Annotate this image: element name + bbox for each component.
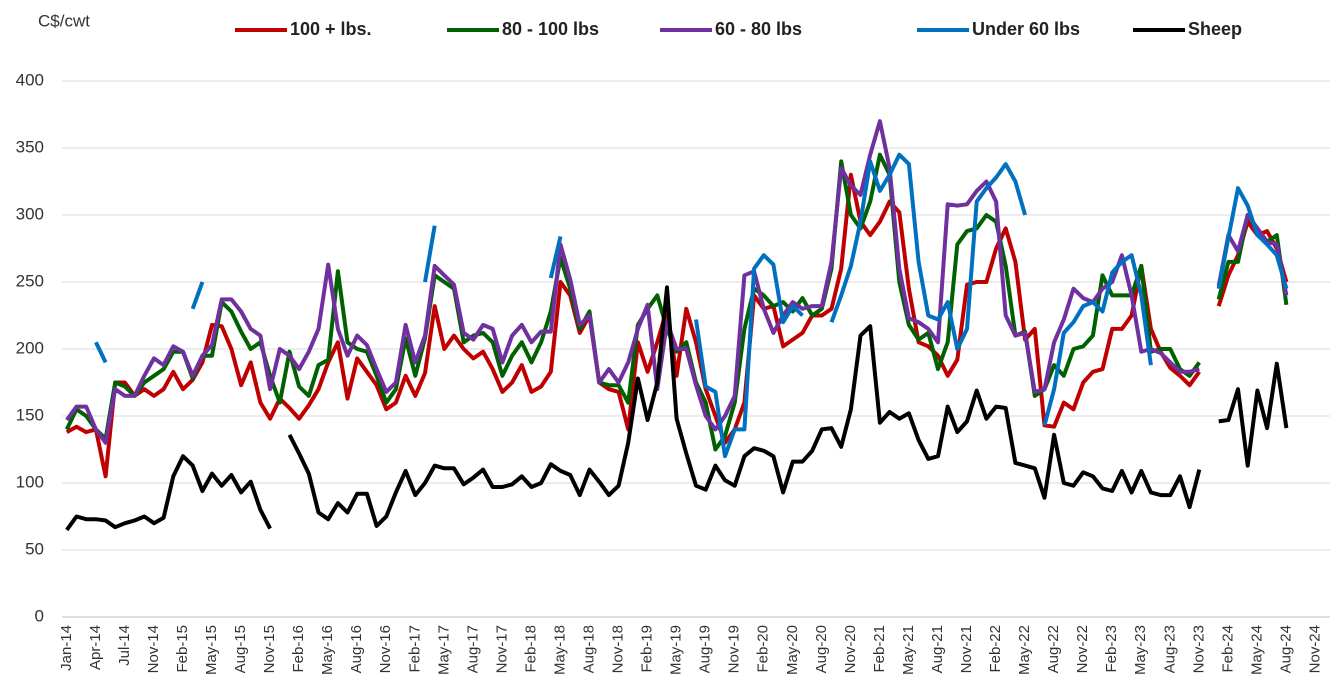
x-tick-label: Feb-21 <box>871 625 888 673</box>
x-tick-label: Nov-16 <box>377 625 394 673</box>
x-tick-label: Aug-21 <box>929 625 946 673</box>
y-tick-label: 400 <box>16 70 44 89</box>
x-tick-label: Apr-14 <box>87 625 104 670</box>
legend-label: 60 - 80 lbs <box>715 19 802 39</box>
x-tick-label: Feb-19 <box>639 625 656 673</box>
x-tick-label: Aug-23 <box>1161 625 1178 673</box>
x-tick-label: Feb-23 <box>1103 625 1120 673</box>
x-tick-label: Jan-14 <box>58 625 75 671</box>
x-tick-label: Aug-24 <box>1277 625 1294 673</box>
x-tick-label: Nov-19 <box>726 625 743 673</box>
x-tick-label: Aug-17 <box>464 625 481 673</box>
x-tick-label: Aug-16 <box>348 625 365 673</box>
y-tick-label: 100 <box>16 472 44 491</box>
legend-label: 80 - 100 lbs <box>502 19 599 39</box>
x-tick-label: Feb-16 <box>290 625 307 673</box>
x-tick-label: Nov-22 <box>1074 625 1091 673</box>
x-tick-label: Nov-18 <box>610 625 627 673</box>
x-tick-label: Feb-18 <box>522 625 539 673</box>
legend-label: Under 60 lbs <box>972 19 1080 39</box>
x-tick-label: Nov-17 <box>493 625 510 673</box>
y-tick-label: 250 <box>16 271 44 290</box>
legend-label: Sheep <box>1188 19 1242 39</box>
x-tick-label: Nov-24 <box>1306 625 1323 673</box>
x-tick-label: Aug-19 <box>697 625 714 673</box>
x-tick-label: May-17 <box>435 625 452 675</box>
x-tick-label: May-24 <box>1248 625 1265 675</box>
y-axis-title: C$/cwt <box>38 11 90 30</box>
y-tick-label: 0 <box>35 606 44 625</box>
x-tick-label: Feb-22 <box>987 625 1004 673</box>
x-tick-label: Nov-21 <box>958 625 975 673</box>
series-line <box>94 152 1289 459</box>
x-tick-label: Aug-22 <box>1045 625 1062 673</box>
x-tick-label: May-22 <box>1016 625 1033 675</box>
x-tick-label: May-19 <box>668 625 685 675</box>
x-tick-label: Feb-20 <box>755 625 772 673</box>
x-tick-label: Nov-20 <box>842 625 859 673</box>
x-tick-label: May-20 <box>784 625 801 675</box>
x-tick-label: May-15 <box>203 625 220 675</box>
y-tick-label: 200 <box>16 338 44 357</box>
x-tick-label: Feb-17 <box>406 625 423 673</box>
y-tick-label: 150 <box>16 405 44 424</box>
x-tick-label: Jul-14 <box>116 625 133 666</box>
y-tick-label: 350 <box>16 137 44 156</box>
series-line <box>65 285 1289 532</box>
x-tick-label: Aug-15 <box>232 625 249 673</box>
legend-label: 100 + lbs. <box>290 19 372 39</box>
x-tick-label: Nov-15 <box>261 625 278 673</box>
x-tick-label: May-18 <box>551 625 568 675</box>
x-tick-label: Feb-15 <box>174 625 191 673</box>
x-tick-label: May-23 <box>1132 625 1149 675</box>
y-tick-label: 50 <box>25 539 44 558</box>
x-tick-label: May-21 <box>900 625 917 675</box>
x-tick-label: May-16 <box>319 625 336 675</box>
x-tick-label: Aug-18 <box>580 625 597 673</box>
x-tick-label: Nov-23 <box>1190 625 1207 673</box>
x-tick-label: Nov-14 <box>145 625 162 673</box>
x-tick-label: Aug-20 <box>813 625 830 673</box>
y-tick-label: 300 <box>16 204 44 223</box>
x-tick-label: Feb-24 <box>1219 625 1236 673</box>
